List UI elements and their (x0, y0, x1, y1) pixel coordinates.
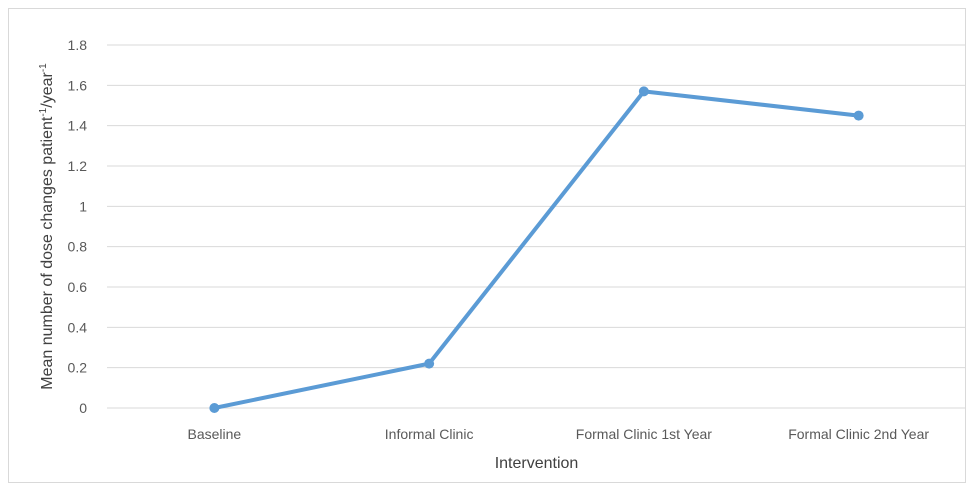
y-tick-label: 1.4 (68, 118, 88, 134)
y-tick-label: 0 (79, 400, 87, 416)
data-point (424, 358, 435, 369)
y-axis-title-base: Mean number of dose changes patient (39, 116, 56, 390)
y-tick-label: 1.8 (68, 37, 88, 53)
y-tick-label: 0.2 (68, 360, 88, 376)
x-tick-label: Informal Clinic (385, 426, 474, 442)
gridlines (107, 44, 966, 409)
x-axis-title: Intervention (495, 455, 579, 472)
data-point (853, 110, 864, 121)
chart-frame (8, 8, 966, 483)
y-tick-label: 0.4 (68, 319, 88, 335)
x-tick-label: Formal Clinic 1st Year (576, 426, 713, 442)
y-tick-label: 1.2 (68, 158, 88, 174)
y-tick-label: 0.8 (68, 239, 88, 255)
y-tick-label: 1 (79, 198, 87, 214)
x-tick-label: Baseline (188, 426, 242, 442)
series-line (212, 89, 861, 410)
data-point (638, 86, 649, 97)
y-axis-ticks: 0 0.2 0.4 0.6 0.8 1 1.2 1.4 1.6 1.8 (68, 37, 88, 416)
series-layer (209, 86, 864, 413)
y-tick-label: 0.6 (68, 279, 88, 295)
y-axis-title-sup1: -1 (38, 107, 49, 116)
y-axis-title: Mean number of dose changes patient-1/ye… (38, 63, 56, 390)
y-axis-title-sup2: -1 (38, 63, 49, 72)
x-axis-ticks: Baseline Informal Clinic Formal Clinic 1st… (188, 426, 930, 442)
data-point (209, 403, 220, 413)
y-axis-title-mid: /year (39, 72, 56, 108)
x-tick-label: Formal Clinic 2nd Year (788, 426, 929, 442)
y-tick-label: 1.6 (68, 77, 88, 93)
